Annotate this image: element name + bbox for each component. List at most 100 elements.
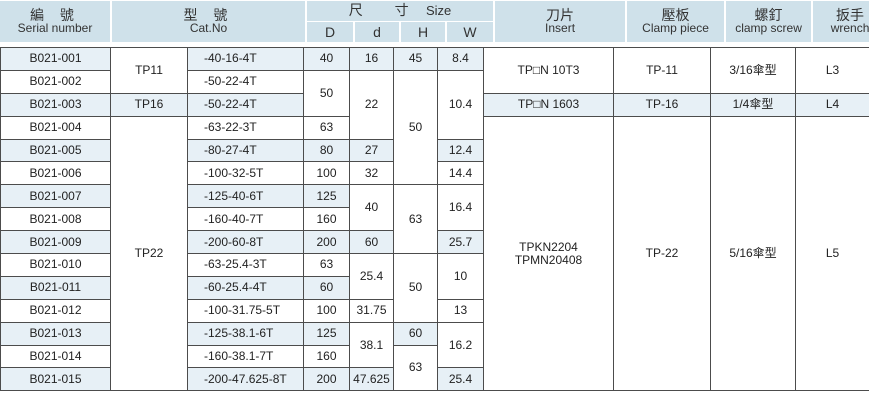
cell-cat-suffix: -80-27-4T [187,138,304,163]
cell-serial: B021-009 [0,230,111,255]
cell-d: 25.4 [349,253,394,300]
header-dim-d: d [355,22,399,42]
table-row: B021-015 -200-47.625-8T 200 47.625 25.4 [0,367,869,392]
cell-serial: B021-012 [0,298,111,323]
header-size: 尺 寸 Size [307,1,494,21]
spec-table: B021-001 TP11 -40-16-4T 40 16 45 8.4 TP□N 10T3 T… [0,47,869,392]
header-wrench-en: wrench [830,20,869,35]
table-row: B021-001 TP11 -40-16-4T 40 16 45 8.4 TP□N 10T3 T… [0,47,869,94]
cell-serial: B021-001 [0,47,111,71]
header-clamp-en: Clamp piece [642,20,709,35]
cell-serial: B021-003 [0,92,111,117]
header-clamp: 壓板 Clamp piece [627,1,725,42]
header-insert-zh: 刀片 [546,6,575,23]
cell-d: 100 [303,161,350,186]
header-wrench: 扳手 wrench [813,1,869,42]
cell-wrench: L3 [795,47,869,94]
cell-serial: B021-002 [0,69,111,94]
cell-d: 47.625 [349,367,394,392]
cell-serial: B021-013 [0,321,111,346]
cell-serial: B021-011 [0,275,111,300]
header-dim-H: H [401,22,445,42]
cell-cat-suffix: -160-40-7T [187,207,304,232]
cell-screw: 5/16傘型 [710,115,796,392]
cell-cat-suffix: -63-25.4-3T [187,253,304,277]
cell-serial: B021-005 [0,138,111,163]
cell-cat-suffix: -160-38.1-7T [187,344,304,369]
table-row: B021-012 -100-31.75-5T 100 31.75 13 [0,298,869,323]
cell-d: 40 [349,184,394,232]
cell-cat-suffix: -40-16-4T [187,47,304,71]
cell-screw: 3/16傘型 [710,47,796,94]
cell-d: 125 [303,321,350,346]
cell-h: 50 [393,253,438,323]
cell-wrench: L5 [795,115,869,392]
cell-h: 63 [393,344,438,392]
table-row: B021-007 -125-40-6T 125 40 63 16.4 [0,184,869,255]
header-serial-zh: 編 號 [30,6,80,23]
cell-serial: B021-006 [0,161,111,186]
cell-insert: TP□N 10T3 [483,47,614,94]
cell-d: 200 [303,230,350,255]
cell-cat-suffix: -200-47.625-8T [187,367,304,392]
cell-w: 14.4 [437,161,484,186]
cell-insert: TP□N 1603 [483,92,614,117]
cell-d: 32 [349,161,394,186]
cell-cat-suffix: -200-60-8T [187,230,304,255]
table-row: B021-011 -60-25.4-4T 60 [0,275,869,300]
cell-cat-suffix: -125-38.1-6T [187,321,304,346]
cell-d: 40 [303,47,350,71]
cell-w: 25.4 [437,367,484,392]
table-row: B021-008 -160-40-7T 160 [0,207,869,232]
cell-d: 22 [349,69,394,140]
cell-d: 160 [303,207,350,232]
cell-d: 80 [303,138,350,163]
cell-w: 8.4 [437,47,484,71]
cell-serial: B021-015 [0,367,111,392]
cell-w: 10.4 [437,69,484,140]
cell-h: 63 [393,184,438,255]
table-row: B021-014 -160-38.1-7T 160 63 [0,344,869,392]
cell-clamp: TP-11 [613,47,711,94]
header-size-zh: 尺 寸 [348,2,423,18]
cell-clamp: TP-16 [613,92,711,117]
cell-cat-suffix: -50-22-4T [187,92,304,117]
cell-cat-suffix: -63-22-3T [187,115,304,140]
header-serial-en: Serial number [17,20,93,35]
cell-w: 16.4 [437,184,484,232]
cell-serial: B021-008 [0,207,111,232]
cell-d: 160 [303,344,350,369]
header-cat: 型 號 Cat.No [112,1,305,42]
cell-w: 13 [437,298,484,323]
table-header: 編 號 Serial number 型 號 Cat.No 尺 寸 Size 刀片 In… [0,0,869,43]
cell-model: TP22 [110,115,188,392]
cell-serial: B021-007 [0,184,111,209]
cell-wrench: L4 [795,92,869,117]
cell-serial: B021-014 [0,344,111,369]
cell-insert: TPKN2204 TPMN20408 [483,115,614,392]
cell-serial: B021-004 [0,115,111,140]
cell-d: 16 [349,47,394,71]
cell-h: 45 [393,47,438,71]
cell-w: 10 [437,253,484,300]
header-dim-D: D [307,22,353,42]
cell-d: 60 [349,230,394,255]
cell-d: 60 [303,275,350,300]
cell-d: 125 [303,184,350,209]
cell-cat-suffix: -50-22-4T [187,69,304,94]
table-row: B021-005 -80-27-4T 80 27 12.4 [0,138,869,163]
cell-clamp: TP-22 [613,115,711,392]
cell-model: TP11 [110,47,188,94]
cell-h: 60 [393,321,438,346]
header-cat-en: Cat.No [189,20,228,35]
table-row: B021-002 -50-22-4T 50 22 50 10.4 [0,69,869,186]
header-screw-en: clamp screw [735,20,802,35]
header-insert-en: Insert [545,20,576,35]
cell-d: 50 [303,69,350,117]
cell-serial: B021-010 [0,253,111,277]
cell-h: 50 [393,69,438,186]
cell-w: 12.4 [437,138,484,163]
header-wrench-zh: 扳手 [836,6,865,23]
cell-d: 63 [303,115,350,140]
cell-d: 200 [303,367,350,392]
